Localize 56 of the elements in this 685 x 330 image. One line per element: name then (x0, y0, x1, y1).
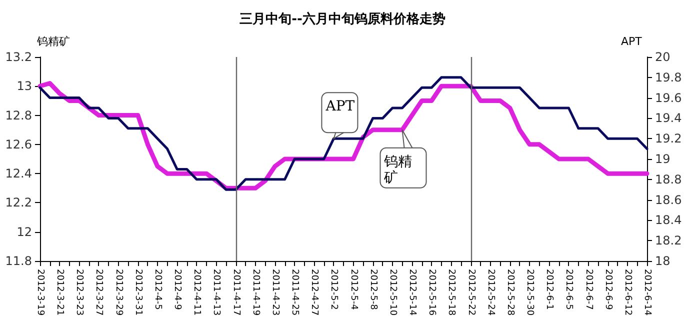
x-tick-label: 2012-6-14 (642, 269, 652, 316)
x-tick-label: 2012-5-2 (328, 269, 339, 310)
y2-tick-label: 18.2 (655, 234, 682, 248)
x-tick-label: 2012-5-4 (348, 269, 358, 310)
x-tick-label: 2012-3-23 (74, 269, 84, 316)
x-tick-label: 2012-6-1 (544, 269, 554, 310)
y-tick-label: 13.2 (5, 50, 32, 64)
y-axis-title: 钨精矿 (36, 35, 70, 48)
x-tick-label: 2012-4-5 (152, 269, 162, 310)
y2-axis-title: APT (621, 35, 642, 48)
x-tick-label: 2012-5-16 (426, 269, 437, 316)
x-tick-label: 2012-5-10 (387, 269, 398, 316)
x-tick-label: 2011-4-17 (230, 269, 241, 316)
x-tick-label: 2012-6-9 (602, 269, 613, 310)
x-tick-label: 2012-5-8 (368, 269, 378, 310)
x-tick-label: 2012-3-29 (113, 269, 124, 316)
x-tick-label: 2012-3-21 (54, 269, 65, 316)
x-tick-label: 2011-4-23 (270, 269, 280, 316)
y2-tick-label: 19.2 (655, 132, 682, 146)
y2-tick-label: 18.6 (655, 192, 682, 207)
y2-tick-label: 19.4 (655, 111, 682, 126)
x-tick-label: 2012-4-27 (309, 269, 320, 316)
x-tick-label: 2012-3-19 (35, 269, 45, 316)
x-tick-label: 2011-4-19 (250, 269, 260, 316)
x-tick-label: 2012-5-18 (446, 269, 456, 316)
y2-tick-label: 20 (655, 50, 670, 64)
y2-tick-label: 19 (655, 152, 670, 166)
y2-tick-label: 19.8 (655, 70, 682, 84)
y2-tick-label: 18 (655, 254, 670, 268)
x-tick-label: 2012-5-28 (504, 269, 515, 316)
x-tick-label: 2012-5-22 (466, 269, 476, 316)
x-tick-label: 2012-3-27 (94, 269, 104, 316)
y-tick-label: 12.4 (5, 166, 32, 181)
y-tick-label: 13 (16, 79, 32, 94)
x-tick-label: 2012-6-7 (583, 269, 594, 310)
series-label: APT (324, 98, 356, 115)
y-tick-label: 12 (16, 224, 32, 239)
y-tick-label: 12.6 (5, 137, 32, 152)
x-tick-label: 2011-4-25 (290, 269, 300, 316)
x-tick-label: 2012-5-24 (485, 269, 496, 316)
x-tick-label: 2012-4-11 (192, 269, 202, 316)
x-tick-label: 2012-3-31 (132, 269, 143, 316)
chart-title: 三月中旬--六月中旬钨原料价格走势 (240, 11, 446, 27)
x-tick-label: 2012-4-9 (172, 269, 182, 310)
series-label: 钨精矿 (383, 154, 412, 186)
x-tick-label: 2012-6-12 (622, 269, 632, 316)
y2-tick-label: 18.4 (655, 213, 682, 228)
y-tick-label: 12.8 (5, 108, 32, 122)
x-tick-label: 2012-6-5 (564, 269, 574, 310)
x-tick-label: 2011-4-13 (211, 269, 222, 316)
y2-tick-label: 19.6 (655, 90, 682, 105)
y-tick-label: 12.2 (5, 196, 32, 210)
x-tick-label: 2012-5-30 (524, 269, 535, 316)
x-tick-label: 2012-5-14 (407, 269, 418, 316)
y2-tick-label: 18.8 (655, 172, 682, 186)
y-tick-label: 11.8 (5, 254, 32, 268)
